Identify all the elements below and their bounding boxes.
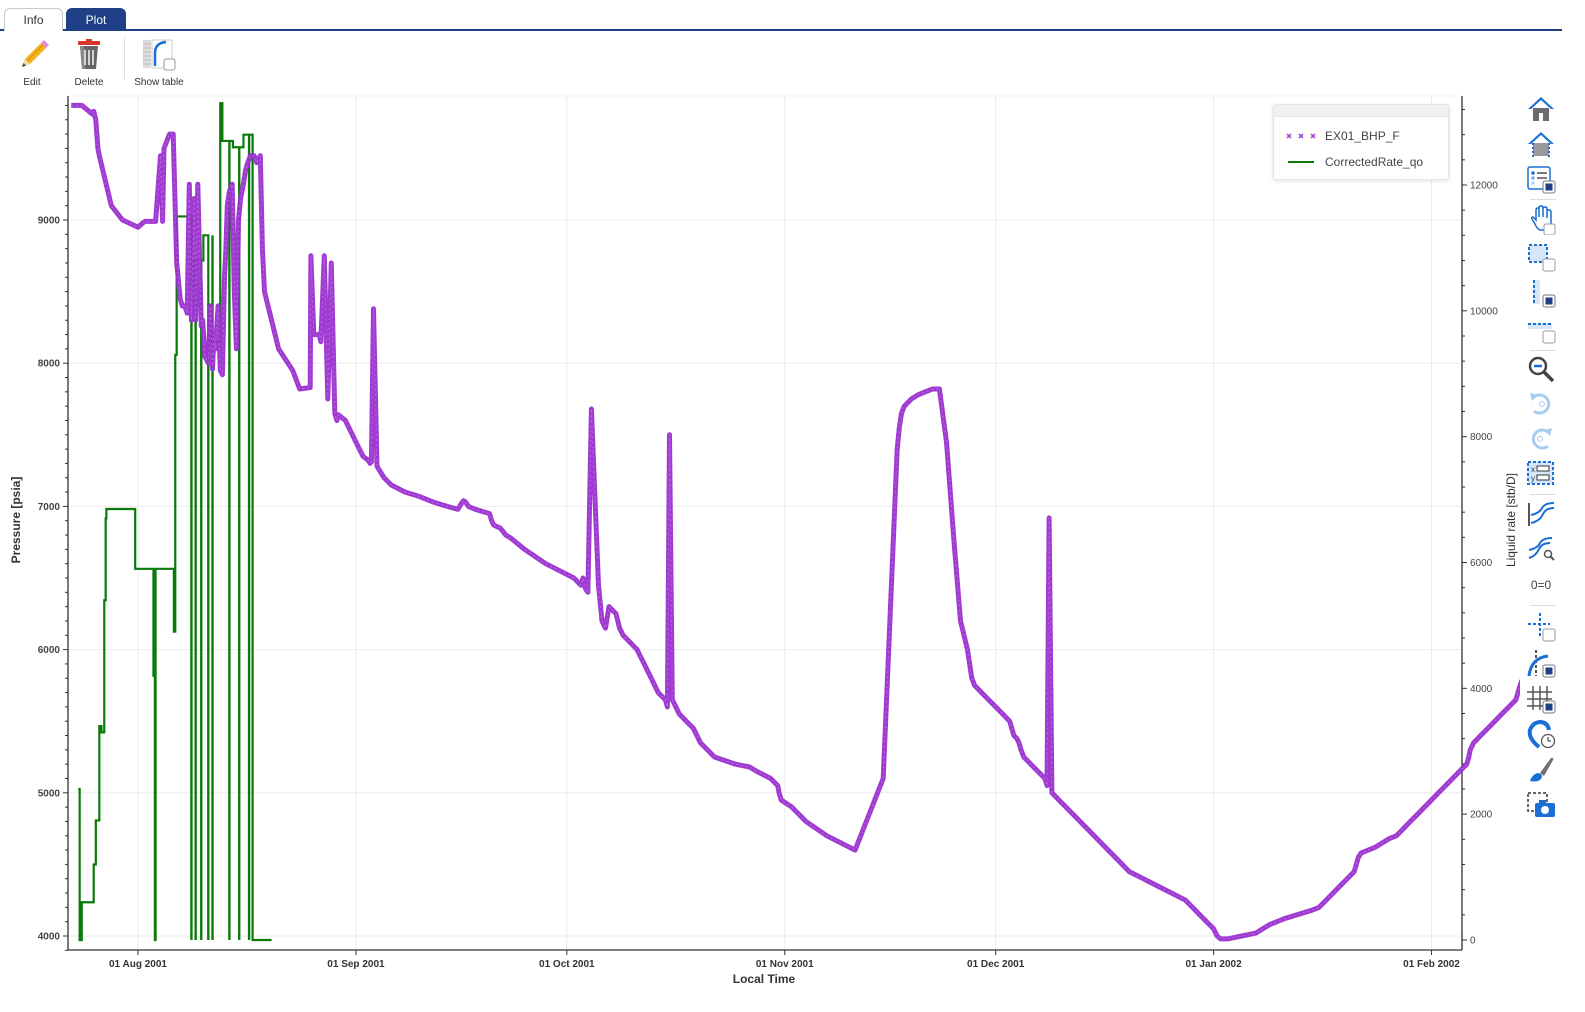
paintbrush-icon[interactable] <box>1526 755 1556 785</box>
x-marker-icon <box>1286 133 1316 139</box>
zoom-out-icon[interactable] <box>1526 354 1556 384</box>
x-tick-label: 01 Jan 2002 <box>1186 959 1243 970</box>
x-tick-label: 01 Feb 2002 <box>1403 959 1460 970</box>
toolbar-separator <box>1530 605 1556 606</box>
y-tick-label: 5000 <box>38 788 61 799</box>
legend-header <box>1274 105 1448 117</box>
legend: EX01_BHP_F CorrectedRate_qo <box>1273 104 1449 180</box>
table-curve-icon <box>143 39 176 71</box>
y2-tick-label: 2000 <box>1470 810 1493 821</box>
svg-text:0=0: 0=0 <box>1531 578 1552 592</box>
redo-zoom-icon[interactable] <box>1526 424 1556 454</box>
y-tick-label: 7000 <box>38 502 61 513</box>
xy-readout-icon[interactable]: xy <box>1526 459 1556 489</box>
tab-info[interactable]: Info <box>4 8 63 31</box>
home-icon[interactable] <box>1526 94 1556 124</box>
toolbar-separator <box>1530 199 1556 200</box>
plot-toolbar: Edit Delete Show table <box>0 33 300 91</box>
legend-item-rate[interactable]: CorrectedRate_qo <box>1274 152 1448 172</box>
time-marker-icon[interactable] <box>1526 720 1556 750</box>
legend-item-pressure[interactable]: EX01_BHP_F <box>1274 126 1448 146</box>
y2-tick-label: 10000 <box>1470 306 1498 317</box>
x-tick-label: 01 Nov 2001 <box>756 959 814 970</box>
edit-button[interactable]: Edit <box>10 33 54 91</box>
crosshair-icon[interactable] <box>1526 612 1556 642</box>
line-marker-icon <box>1288 161 1314 163</box>
y-tick-label: 9000 <box>38 216 61 227</box>
y-zoom-icon[interactable] <box>1526 314 1556 344</box>
legend-list-icon[interactable] <box>1526 164 1556 194</box>
x-tick-label: 01 Oct 2001 <box>539 959 595 970</box>
y2-axis-label: Liquid rate [stb/D] <box>1504 473 1518 567</box>
x-tick-label: 01 Sep 2001 <box>327 959 385 970</box>
legend-label: CorrectedRate_qo <box>1325 155 1424 169</box>
axes: 01 Aug 2001 01 Sep 2001 01 Oct 2001 01 Nov … <box>38 96 1498 970</box>
pressure-series <box>71 102 1520 942</box>
show-table-button[interactable]: Show table <box>132 33 186 91</box>
pencil-icon <box>22 40 49 67</box>
grid-lines <box>68 95 1462 950</box>
undo-zoom-icon[interactable] <box>1526 389 1556 419</box>
zero-origin-icon[interactable]: 0=0 <box>1526 569 1556 599</box>
x-axis-label: Local Time <box>733 972 796 986</box>
y2-tick-label: 0 <box>1470 936 1476 947</box>
y-tick-label: 8000 <box>38 359 61 370</box>
show-table-label: Show table <box>134 77 184 88</box>
tangent-icon[interactable] <box>1526 648 1556 678</box>
toolbar-separator <box>1530 494 1556 495</box>
y-axis-label: Pressure [psia] <box>9 477 23 564</box>
home-dashed-icon[interactable] <box>1526 129 1556 159</box>
curves-search-icon[interactable] <box>1526 534 1556 564</box>
chart[interactable]: 01 Aug 2001 01 Sep 2001 01 Oct 2001 01 Nov … <box>0 92 1520 997</box>
svg-text:x: x <box>1531 465 1535 474</box>
legend-label: EX01_BHP_F <box>1325 129 1400 143</box>
y2-tick-label: 8000 <box>1470 432 1493 443</box>
delete-label: Delete <box>74 77 104 88</box>
y2-tick-label: 6000 <box>1470 558 1493 569</box>
grid-icon[interactable] <box>1526 684 1556 714</box>
y2-tick-label: 4000 <box>1470 684 1493 695</box>
trash-icon <box>78 39 100 69</box>
tab-plot[interactable]: Plot <box>66 8 126 31</box>
toolbar-separator <box>124 37 125 79</box>
x-zoom-icon[interactable] <box>1526 278 1556 308</box>
delete-button[interactable]: Delete <box>66 33 112 91</box>
box-zoom-icon[interactable] <box>1526 242 1556 272</box>
svg-text:y: y <box>1531 474 1535 483</box>
x-tick-label: 01 Aug 2001 <box>109 959 167 970</box>
y2-tick-label: 12000 <box>1470 181 1498 192</box>
x-tick-label: 01 Dec 2001 <box>967 959 1025 970</box>
hand-icon[interactable] <box>1526 205 1556 235</box>
toolbar-separator <box>1530 350 1556 351</box>
y-tick-label: 4000 <box>38 932 61 943</box>
curves-fit-icon[interactable] <box>1526 499 1556 529</box>
edit-label: Edit <box>23 77 41 88</box>
tab-bar: Info Plot <box>0 0 1562 31</box>
camera-icon[interactable] <box>1526 790 1556 820</box>
y-tick-label: 6000 <box>38 645 61 656</box>
